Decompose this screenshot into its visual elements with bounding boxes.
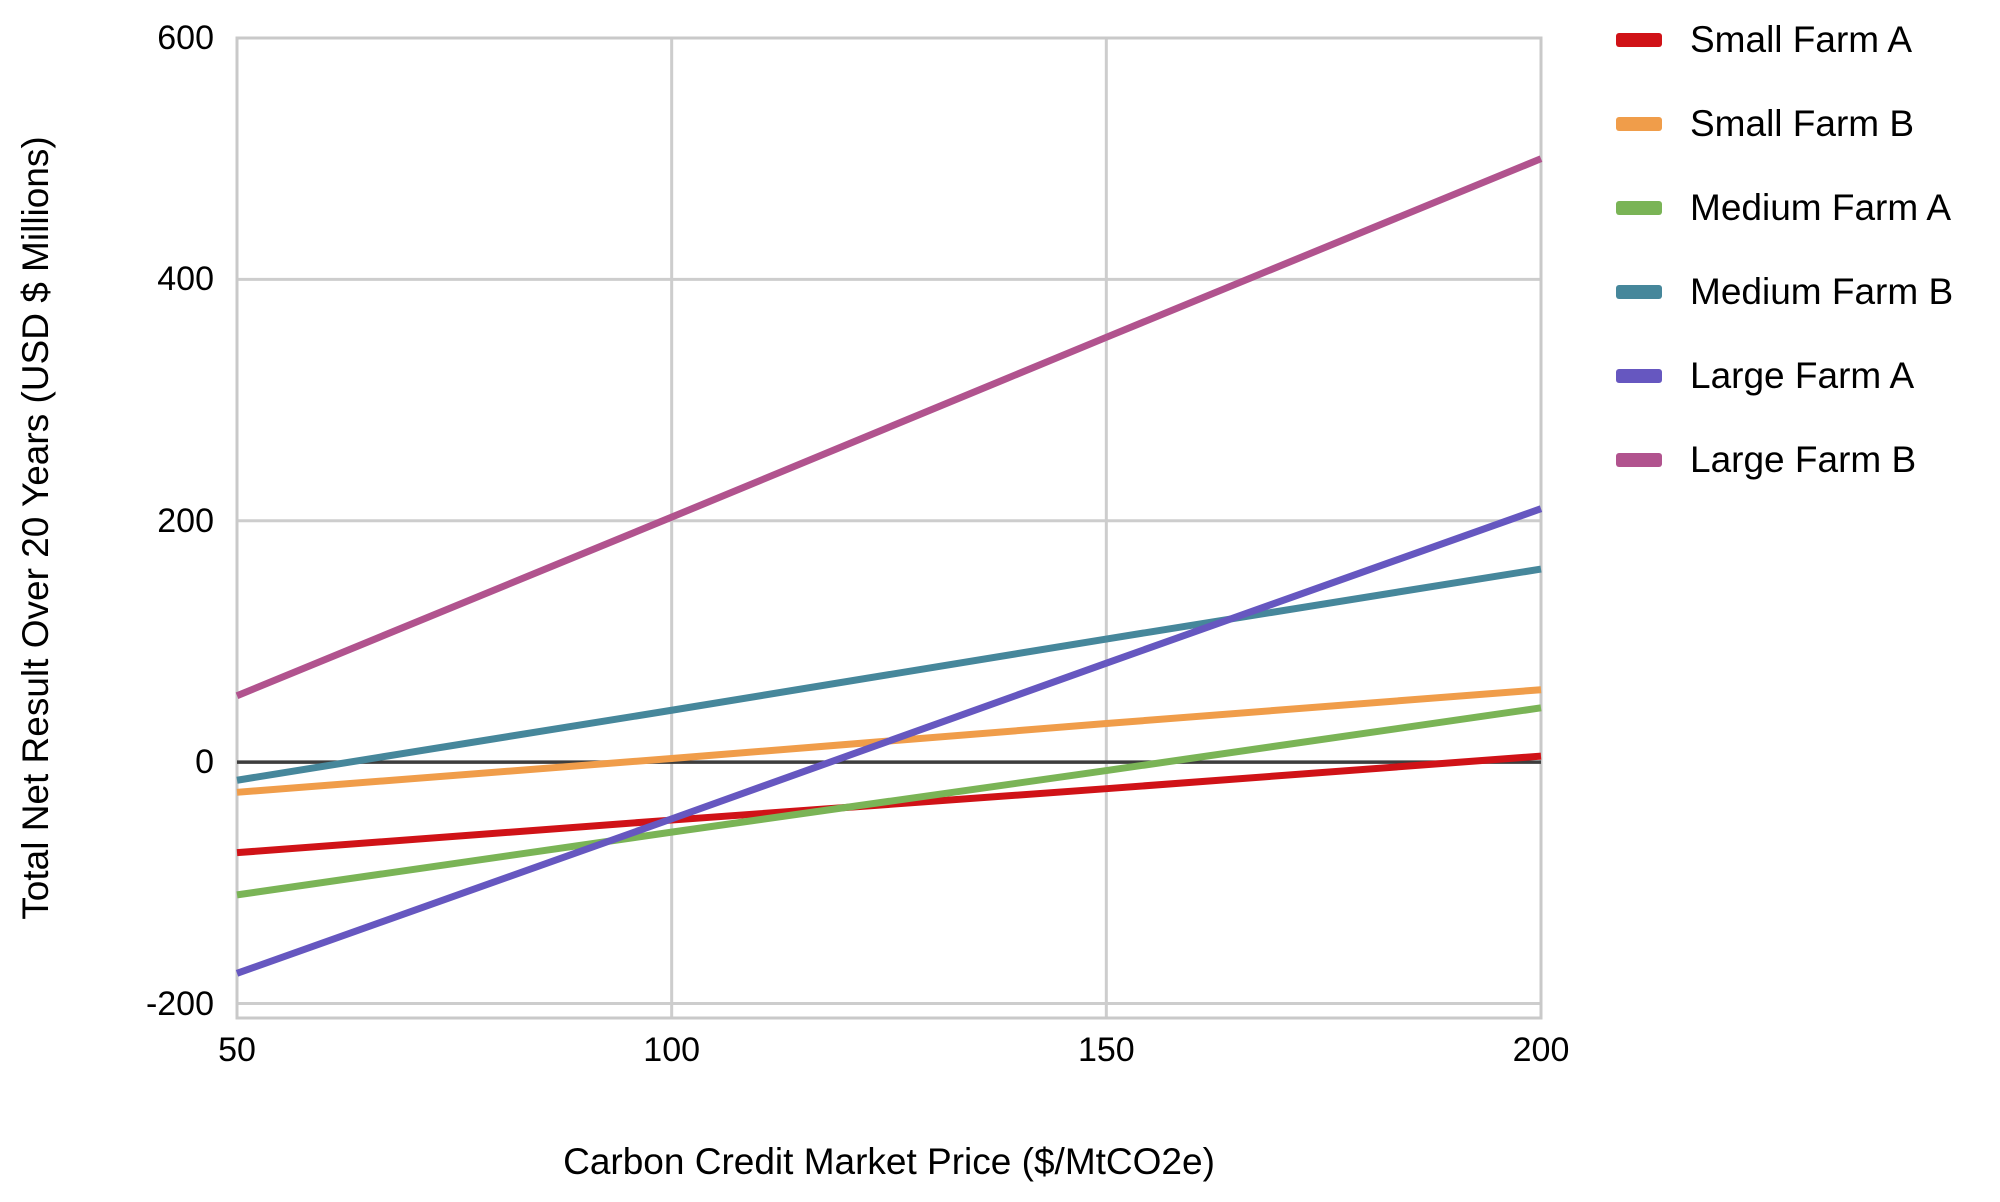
legend-item-large-farm-a: Large Farm A: [1616, 354, 1953, 398]
series-line-medium-farm-a: [236, 704, 1542, 899]
series-line-large-farm-b: [235, 155, 1543, 699]
legend-swatch-icon: [1616, 453, 1662, 467]
series-line-large-farm-a: [235, 505, 1543, 977]
legend-label: Small Farm B: [1690, 103, 1915, 144]
y-tick-label: 200: [157, 501, 214, 540]
legend-swatch-icon: [1616, 33, 1662, 47]
legend-swatch-icon: [1616, 201, 1662, 215]
y-tick-label: 400: [157, 260, 214, 299]
y-tick-label: 600: [157, 19, 214, 57]
x-tick-label: 150: [1077, 1031, 1135, 1069]
series-line-medium-farm-b: [236, 565, 1542, 784]
legend-item-small-farm-a: Small Farm A: [1616, 18, 1953, 62]
y-tick-label: 0: [195, 743, 214, 782]
legend-swatch-icon: [1616, 369, 1662, 383]
legend-label: Medium Farm A: [1690, 187, 1952, 228]
legend-swatch-icon: [1616, 117, 1662, 131]
legend-item-medium-farm-a: Medium Farm A: [1616, 186, 1953, 230]
x-tick-label: 50: [218, 1031, 256, 1069]
legend-label: Large Farm B: [1690, 439, 1917, 480]
plot-border: [235, 36, 1543, 1020]
x-tick-label: 100: [643, 1031, 701, 1069]
legend-item-large-farm-b: Large Farm B: [1616, 438, 1953, 482]
legend-item-medium-farm-b: Medium Farm B: [1616, 270, 1953, 314]
legend: Small Farm A Small Farm B Medium Farm A Med…: [1616, 18, 1953, 522]
legend-label: Small Farm A: [1690, 19, 1913, 60]
legend-label: Medium Farm B: [1690, 271, 1954, 312]
legend-swatch-icon: [1616, 285, 1662, 299]
x-axis-title: Carbon Credit Market Price ($/MtCO2e): [563, 1141, 1215, 1182]
y-tick-label: -200: [145, 984, 214, 1023]
x-tick-label: 200: [1512, 1031, 1570, 1069]
legend-item-small-farm-b: Small Farm B: [1616, 102, 1953, 146]
legend-label: Large Farm A: [1690, 355, 1915, 396]
